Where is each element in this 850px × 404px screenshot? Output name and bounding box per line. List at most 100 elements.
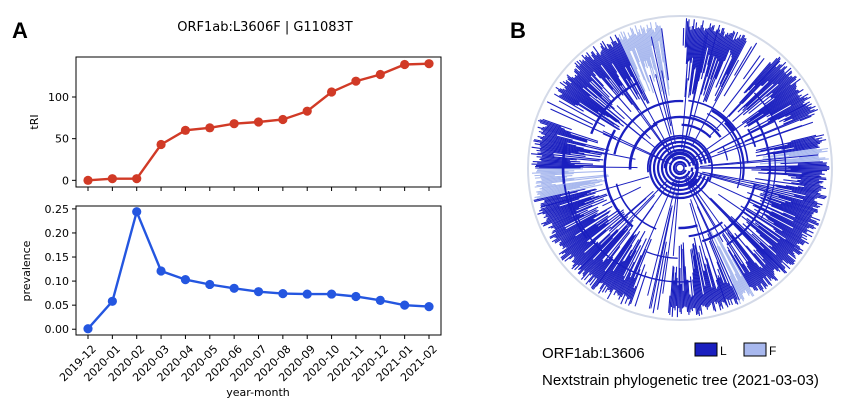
legend-label-f: F: [769, 344, 776, 358]
tree-leaf: [761, 168, 828, 172]
tree-leaf: [533, 140, 607, 155]
tree-leaf: [564, 209, 624, 254]
tree-branch-spoke: [691, 59, 740, 147]
tree-leaf: [576, 75, 615, 110]
tree-branch-spoke: [711, 199, 773, 261]
prevalence-y-axis-label: prevalence: [20, 240, 33, 301]
tree-branch-spoke: [610, 190, 654, 229]
tree-leaf: [777, 72, 793, 85]
tree-leaf: [742, 76, 790, 116]
tree-leaf: [537, 152, 604, 161]
tree-leaf: [715, 279, 725, 303]
tree-caption: Nextstrain phylogenetic tree (2021-03-03…: [542, 372, 819, 389]
tree-leaf: [574, 74, 625, 120]
tree-leaf: [685, 19, 690, 65]
tree-leaf: [785, 201, 818, 214]
tree-leaf: [779, 238, 801, 255]
tree-leaf: [694, 245, 709, 310]
data-point: [375, 295, 385, 305]
tree-branch-spoke: [709, 61, 780, 137]
tree-branch-spoke: [688, 28, 719, 137]
tree-leaf: [793, 220, 810, 229]
tree-leaf: [725, 228, 764, 279]
tree-leaf: [773, 78, 801, 99]
tree-leaf: [795, 176, 827, 181]
tree-leaf: [543, 210, 577, 225]
tree-leaf: [599, 233, 637, 290]
tree-leaf: [571, 76, 598, 99]
tree-leaf: [715, 235, 746, 291]
tree-leaf: [542, 135, 604, 151]
tree-leaf: [594, 231, 631, 278]
tree-branch-arc: [726, 118, 771, 246]
tree-leaf: [716, 288, 724, 309]
tree-leaf: [541, 181, 591, 191]
tree-leaf: [749, 87, 797, 121]
tree-branch-spoke: [578, 180, 668, 270]
prevalence-series-points: [83, 207, 434, 334]
tree-leaf: [743, 61, 771, 94]
tree-leaf: [804, 186, 822, 190]
tree-leaf: [642, 28, 651, 58]
tree-leaf: [719, 277, 731, 306]
tree-leaf: [572, 242, 599, 267]
tree-leaf: [572, 252, 585, 263]
tree-leaf: [574, 68, 591, 83]
tree-leaf: [770, 150, 822, 158]
tree-leaf: [533, 188, 586, 201]
tree-leaf: [771, 211, 808, 230]
tree-leaf: [545, 126, 599, 144]
tree-leaf: [716, 286, 723, 303]
tree-leaf: [559, 228, 585, 246]
tree-leaf: [760, 137, 823, 152]
tree-leaf: [693, 268, 701, 311]
tree-branch-spoke: [691, 113, 759, 161]
tree-leaf: [753, 253, 779, 281]
tree-leaf: [771, 246, 794, 265]
tree-leaf: [788, 150, 828, 157]
tree-leaf: [746, 70, 793, 111]
data-point: [253, 117, 264, 127]
tree-leaf: [531, 163, 606, 167]
tree-leaf: [700, 25, 715, 80]
tree-leaf: [708, 31, 716, 55]
tree-leaf: [627, 32, 640, 63]
data-point: [156, 266, 166, 276]
tree-leaf: [613, 239, 642, 290]
tree-leaf: [631, 28, 646, 67]
tree-leaf: [614, 40, 643, 94]
tree-leaf: [620, 276, 631, 298]
tree-leaf: [704, 263, 716, 302]
tree-leaf: [566, 74, 584, 89]
tree-leaf: [771, 203, 817, 223]
tree-branch-spoke: [648, 208, 672, 309]
tree-leaf: [574, 244, 602, 271]
tree-branch-spoke: [650, 36, 672, 127]
tree-leaf: [609, 44, 631, 81]
tree-leaf: [543, 202, 585, 219]
tree-leaf: [539, 198, 580, 212]
tree-leaf: [624, 238, 652, 304]
tree-leaf: [691, 248, 703, 315]
tree-leaf: [554, 218, 594, 243]
tree-leaf: [609, 36, 633, 78]
tree-leaf: [759, 199, 820, 225]
tree-leaf: [548, 209, 589, 229]
tree-branch-arc: [648, 136, 711, 200]
tree-leaf: [535, 164, 584, 167]
tree-leaf: [539, 119, 562, 128]
data-point: [205, 123, 215, 133]
tree-leaf: [546, 125, 571, 135]
tree-leaf: [536, 170, 575, 173]
tree-leaf: [687, 29, 692, 62]
tree-leaf: [584, 60, 602, 79]
tree-leaf: [726, 37, 746, 75]
tree-leaf: [630, 264, 646, 305]
tree-leaf: [547, 194, 608, 219]
tree-leaf: [781, 141, 822, 150]
tree-leaf: [607, 249, 633, 291]
tree-leaf: [553, 206, 599, 229]
tree-leaf: [687, 19, 695, 81]
tree-branch-spoke: [709, 173, 760, 186]
